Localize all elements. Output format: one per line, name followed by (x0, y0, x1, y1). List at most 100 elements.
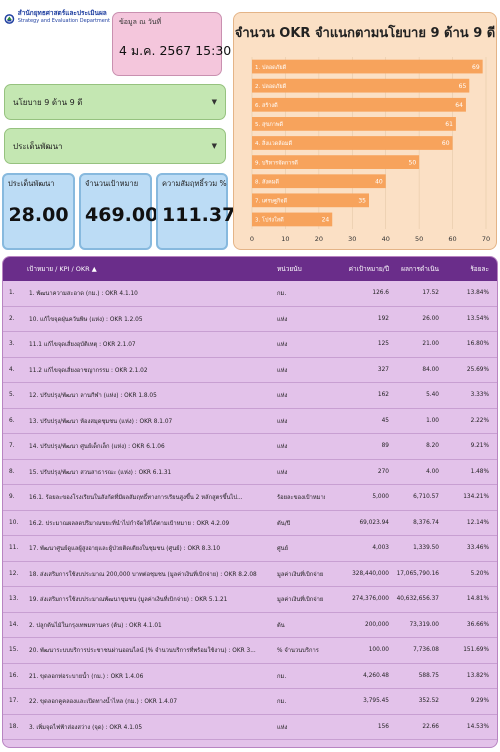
row-pct: 134.21% (463, 494, 489, 501)
row-result: 73,319.00 (409, 621, 439, 628)
date-caption: ข้อมูล ณ วันที่ (119, 18, 162, 26)
row-number: 3. (9, 341, 15, 348)
header-target[interactable]: ค่าเป้าหมาย/ปี (348, 265, 389, 273)
row-target: 126.6 (372, 290, 389, 297)
chart-bar[interactable] (252, 174, 386, 189)
row-unit: แห่ง (277, 367, 288, 374)
table-row[interactable]: 16. 21. ขุดลอกท่อระบายน้ำ (กม.) : OKR 1.4… (3, 664, 497, 689)
table-row[interactable]: 10. 16.2. ประมาณผลลดปริมาณขยะที่นำไปกำจัด… (3, 511, 497, 536)
row-target: 4,260.48 (363, 672, 389, 679)
header-result[interactable]: ผลการดำเนิน (401, 265, 439, 273)
row-name: 17. พัฒนาศูนย์ดูแลผู้สูงอายุและผู้ป่วยติ… (29, 546, 221, 553)
table-row[interactable]: 3. 11.1 แก้ไขจุดเสี่ยงอุบัติเหตุ : OKR 2.… (3, 332, 497, 358)
chart-bar[interactable] (252, 193, 369, 208)
row-number: 12. (9, 570, 19, 577)
table-row[interactable]: 7. 14. ปรับปรุง/พัฒนา ศูนย์เด็กเล็ก (แห่ง… (3, 434, 497, 460)
x-tick-label: 10 (281, 235, 289, 243)
header-unit[interactable]: หน่วยนับ (277, 265, 302, 273)
okr-table: เป้าหมาย / KPI / OKR ▲ หน่วยนับ ค่าเป้าห… (2, 256, 498, 748)
row-target: 328,440,000 (352, 570, 389, 577)
row-target: 3,795.45 (363, 698, 389, 705)
row-pct: 3.33% (470, 392, 489, 399)
chart-bar[interactable] (252, 136, 453, 150)
row-target: 69,023.94 (359, 519, 389, 526)
table-row[interactable]: 8. 15. ปรับปรุง/พัฒนา สวนสาธารณะ (แห่ง) :… (3, 460, 497, 485)
row-name: 16.2. ประมาณผลลดปริมาณขยะที่นำไปกำจัดให้… (29, 520, 230, 527)
table-header: เป้าหมาย / KPI / OKR ▲ หน่วยนับ ค่าเป้าห… (3, 257, 497, 281)
category-label: 7. เศรษฐกิจดี (255, 198, 288, 205)
value-label: 35 (358, 198, 366, 205)
row-name: 12. ปรับปรุง/พัฒนา ลานกีฬา (แห่ง) : OKR … (29, 393, 157, 400)
table-row[interactable]: 17. 22. ขุดลอกคูคลองและเปิดทางน้ำไหล (กม.… (3, 689, 497, 715)
row-name: 22. ขุดลอกคูคลองและเปิดทางน้ำไหล (กม.) :… (29, 699, 178, 706)
row-unit: มูลค่าเงินที่เบิกจ่าย (บาท) (277, 597, 325, 604)
table-row[interactable]: 5. 12. ปรับปรุง/พัฒนา ลานกีฬา (แห่ง) : OK… (3, 383, 497, 409)
chart-bar[interactable] (252, 117, 456, 131)
row-name: 14. ปรับปรุง/พัฒนา ศูนย์เด็กเล็ก (แห่ง) … (29, 444, 165, 451)
row-result: 40,632,656.37 (396, 596, 439, 603)
row-number: 10. (9, 519, 19, 526)
row-name: 21. ขุดลอกท่อระบายน้ำ (กม.) : OKR 1.4.06 (29, 673, 144, 680)
kpi-card-achievement: ความสัมฤทธิ์รวม % 111.37 (156, 173, 235, 250)
row-target: 192 (377, 315, 389, 322)
header-pct[interactable]: ร้อยละ (470, 265, 489, 273)
row-number: 4. (9, 366, 15, 373)
category-label: 9. บริหารจัดการดี (255, 159, 298, 166)
row-unit: % จำนวนบริการ (277, 648, 319, 655)
row-unit: ตัน/ปี (277, 520, 291, 527)
chart-bar[interactable] (252, 212, 333, 227)
org-emblem-icon (4, 14, 15, 24)
category-dropdown[interactable]: ประเด็นพัฒนา ▼ (4, 128, 226, 164)
row-name: 1. พัฒนาความสะอาด (กม.) : OKR 4.1.10 (29, 291, 138, 298)
category-label: 1. ปลอดภัยดี (255, 64, 287, 71)
policy-dropdown-value: นโยบาย 9 ด้าน 9 ดี (13, 97, 83, 107)
row-unit: ต้น (277, 622, 285, 629)
kpi-value: 469.00 (85, 204, 159, 226)
date-value: 4 ม.ค. 2567 15:30 น. (119, 43, 248, 58)
row-pct: 9.29% (470, 698, 489, 705)
table-row[interactable]: 1. 1. พัฒนาความสะอาด (กม.) : OKR 4.1.10 กม… (3, 281, 497, 307)
row-number: 16. (9, 672, 19, 679)
row-unit: แห่ง (277, 469, 288, 476)
row-unit: กม. (277, 291, 287, 298)
row-unit: แห่ง (277, 724, 288, 731)
table-row[interactable]: 19.4.1 ปรับปรุงทางเท้า (กม.) : OKR 1.1.0… (3, 740, 497, 748)
row-number: 18. (9, 723, 19, 730)
date-card: ข้อมูล ณ วันที่ 4 ม.ค. 2567 15:30 น. (112, 12, 248, 76)
chart-bar[interactable] (252, 155, 420, 169)
table-row[interactable]: 13. 19. ส่งเสริมการใช้งบประมาณพัฒนาชุมชน … (3, 587, 497, 613)
table-row[interactable]: 12. 18. ส่งเสริมการใช้งบประมาณ 200,000 บา… (3, 562, 497, 587)
row-name: 20. พัฒนาระบบบริการประชาชนผ่านออนไลน์ (%… (29, 648, 256, 655)
x-tick-label: 0 (250, 235, 254, 243)
chart-bar[interactable] (252, 59, 483, 74)
okr-bar-chart: 0 10 20 30 40 50 60 70 1. ปลอดภัยดี 69 2. ปลอดภัยด… (250, 57, 490, 243)
value-label: 50 (409, 159, 417, 166)
row-name: 18. ส่งเสริมการใช้งบประมาณ 200,000 บาทต่… (29, 571, 257, 578)
table-row[interactable]: 4. 11.2 แก้ไขจุดเสี่ยงอาชญากรรม : OKR 2.1… (3, 358, 497, 383)
row-pct: 151.69% (463, 647, 489, 654)
row-name: 4.1 ปรับปรุงทางเท้า (กม.) : OKR 1.1.05 (19, 747, 277, 748)
row-target: 89 (381, 443, 389, 450)
table-row[interactable]: 2. 10. แก้ไขจุดฝุ่นควันพิษ (แห่ง) : OKR 1… (3, 307, 497, 332)
table-row[interactable]: 11. 17. พัฒนาศูนย์ดูแลผู้สูงอายุและผู้ป่ว… (3, 536, 497, 562)
row-number: 1. (9, 290, 15, 297)
header-name[interactable]: เป้าหมาย / KPI / OKR ▲ (27, 265, 97, 273)
row-number: 17. (9, 698, 19, 705)
table-row[interactable]: 15. 20. พัฒนาระบบบริการประชาชนผ่านออนไลน์… (3, 638, 497, 664)
row-target: 5,000 (372, 494, 389, 501)
table-row[interactable]: 14. 2. ปลูกต้นไม้ในกรุงเทพมหานคร (ต้น) : … (3, 613, 497, 638)
row-number: 8. (9, 468, 15, 475)
kpi-label: จำนวนเป้าหมาย (85, 179, 139, 188)
x-tick-label: 70 (482, 235, 490, 243)
org-name-en: Strategy and Evaluation Department (17, 18, 110, 24)
row-name: 2. ปลูกต้นไม้ในกรุงเทพมหานคร (ต้น) : OKR… (29, 622, 162, 629)
row-target: 200,000 (365, 621, 389, 628)
x-tick-label: 60 (448, 235, 456, 243)
table-row[interactable]: 6. 13. ปรับปรุง/พัฒนา ห้องสมุดชุมชน (แห่ง… (3, 409, 497, 434)
chart-bar[interactable] (252, 78, 470, 93)
chart-bar[interactable] (252, 97, 466, 112)
policy-dropdown[interactable]: นโยบาย 9 ด้าน 9 ดี ▼ (4, 84, 226, 120)
table-row[interactable]: 18. 3. เพิ่มจุดไฟฟ้าส่องสว่าง (จุด) : OKR… (3, 715, 497, 740)
table-row[interactable]: 9. 16.1. ร้อยละของโรงเรียนในสังกัดที่มีผล… (3, 485, 497, 511)
chevron-down-icon: ▼ (211, 98, 217, 106)
